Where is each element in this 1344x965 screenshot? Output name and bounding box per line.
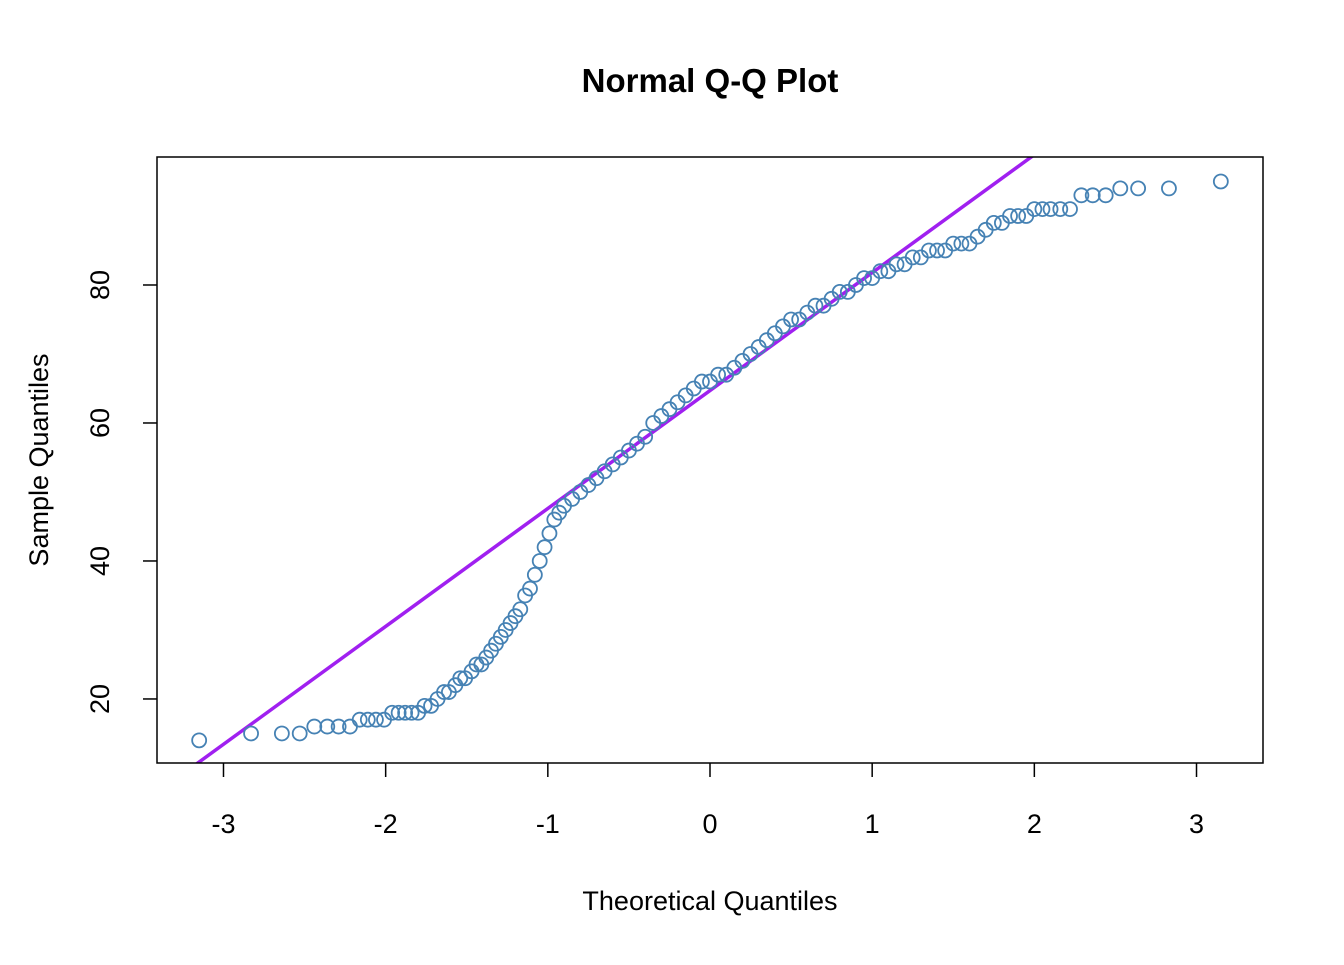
point (929, 242, 945, 259)
point (452, 670, 469, 687)
point (390, 704, 407, 721)
plot-frame (156, 156, 1264, 764)
point (330, 718, 347, 735)
point (291, 725, 308, 742)
x-tick-label: 0 (702, 809, 717, 839)
point (1052, 201, 1069, 217)
point (351, 711, 368, 728)
x-axis-label: Theoretical Quantiles (582, 886, 837, 916)
point (1161, 180, 1177, 197)
point (512, 601, 529, 618)
point (710, 366, 727, 383)
x-tick-label: -1 (536, 809, 560, 839)
point (531, 553, 548, 569)
point (1097, 187, 1114, 204)
x-tick-label: 2 (1027, 809, 1042, 839)
point (1112, 180, 1129, 197)
point (693, 373, 710, 390)
point (403, 704, 420, 721)
point (416, 697, 433, 714)
point (319, 718, 336, 735)
point (856, 270, 872, 286)
x-tick-label: 3 (1189, 809, 1204, 839)
point (831, 283, 848, 300)
point (637, 428, 654, 445)
point (904, 249, 921, 266)
point (872, 263, 889, 280)
point (985, 214, 1002, 231)
point (368, 711, 384, 728)
point (359, 711, 376, 728)
point (1026, 201, 1043, 217)
y-axis-label: Sample Quantiles (24, 353, 54, 566)
point (1212, 173, 1229, 190)
y-tick-label: 20 (85, 684, 115, 714)
point (191, 732, 208, 749)
point (397, 704, 414, 721)
point (526, 566, 543, 583)
point (1084, 187, 1101, 204)
point (536, 539, 553, 556)
point (306, 718, 323, 735)
point (273, 725, 290, 742)
point (384, 704, 401, 721)
x-tick-label: -3 (211, 809, 235, 839)
point (1034, 201, 1051, 217)
point (888, 256, 905, 273)
point (783, 311, 799, 328)
reference-line (194, 157, 1035, 763)
y-tick-label: 60 (85, 408, 115, 438)
point (1042, 201, 1059, 217)
point (243, 725, 259, 742)
point (436, 684, 452, 700)
point (945, 235, 962, 252)
y-tick-label: 80 (85, 270, 115, 300)
x-tick-label: 1 (865, 809, 880, 839)
point (1010, 208, 1027, 224)
point (1130, 180, 1147, 197)
point (921, 242, 937, 259)
point (953, 235, 970, 252)
point (807, 297, 824, 314)
point (1062, 201, 1078, 217)
point (1002, 208, 1018, 224)
point (1073, 187, 1090, 204)
y-tick-label: 40 (85, 546, 115, 576)
x-tick-label: -2 (374, 809, 398, 839)
chart-title: Normal Q-Q Plot (582, 62, 839, 99)
point (541, 525, 558, 542)
point (522, 580, 538, 597)
